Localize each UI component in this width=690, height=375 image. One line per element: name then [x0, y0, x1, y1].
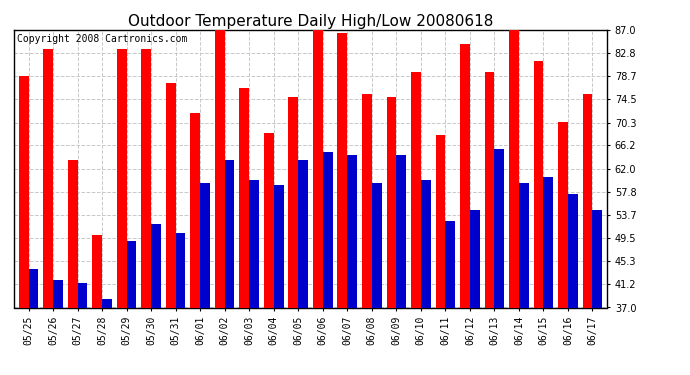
Bar	[337, 33, 347, 308]
Bar	[347, 155, 357, 308]
Bar	[396, 155, 406, 308]
Bar	[249, 180, 259, 308]
Bar	[460, 44, 470, 308]
Bar	[239, 88, 249, 308]
Bar	[19, 76, 28, 308]
Bar	[126, 241, 137, 308]
Bar	[484, 72, 495, 308]
Bar	[372, 183, 382, 308]
Bar	[264, 133, 274, 308]
Bar	[151, 224, 161, 308]
Bar	[509, 30, 519, 308]
Bar	[558, 122, 568, 308]
Bar	[533, 60, 544, 308]
Bar	[495, 149, 504, 308]
Bar	[215, 30, 225, 308]
Bar	[200, 183, 210, 308]
Bar	[43, 50, 53, 308]
Bar	[102, 299, 112, 307]
Bar	[274, 185, 284, 308]
Bar	[190, 113, 200, 308]
Title: Outdoor Temperature Daily High/Low 20080618: Outdoor Temperature Daily High/Low 20080…	[128, 14, 493, 29]
Bar	[288, 97, 298, 308]
Bar	[568, 194, 578, 308]
Bar	[386, 97, 396, 308]
Bar	[421, 180, 431, 308]
Bar	[68, 160, 77, 308]
Bar	[117, 50, 126, 308]
Bar	[53, 280, 63, 308]
Bar	[445, 222, 455, 308]
Bar	[470, 210, 480, 308]
Bar	[141, 50, 151, 308]
Bar	[92, 236, 102, 308]
Bar	[225, 160, 235, 308]
Bar	[166, 83, 176, 308]
Bar	[362, 94, 372, 308]
Text: Copyright 2008 Cartronics.com: Copyright 2008 Cartronics.com	[17, 34, 187, 44]
Bar	[519, 183, 529, 308]
Bar	[313, 30, 323, 308]
Bar	[544, 177, 553, 308]
Bar	[593, 210, 602, 308]
Bar	[323, 152, 333, 308]
Bar	[411, 72, 421, 308]
Bar	[582, 94, 593, 308]
Bar	[77, 282, 88, 308]
Bar	[28, 268, 39, 308]
Bar	[435, 135, 445, 308]
Bar	[176, 232, 186, 308]
Bar	[298, 160, 308, 308]
